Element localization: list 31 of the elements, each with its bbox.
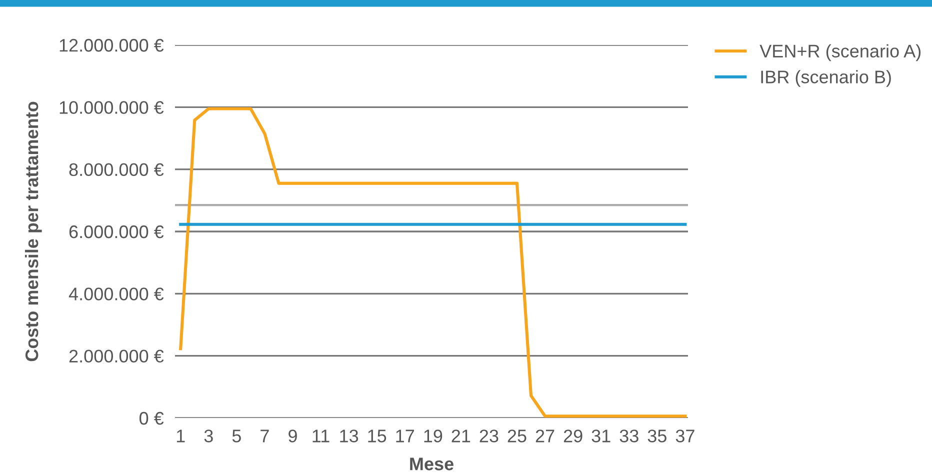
x-tick-label: 7	[260, 430, 269, 442]
x-tick-label: 35	[648, 430, 666, 442]
legend-label: VEN+R (scenario A)	[760, 44, 921, 62]
x-tick-label: 21	[452, 430, 470, 442]
x-tick-label: 33	[620, 430, 638, 442]
y-tick-label: 0 €	[139, 412, 164, 425]
x-tick-label: 29	[564, 430, 582, 442]
y-tick-label: 10.000.000 €	[60, 101, 164, 114]
x-tick-label: 11	[312, 430, 330, 442]
x-tick-label: 23	[480, 430, 498, 442]
x-axis-title: Mese	[410, 458, 454, 470]
x-tick-label: 13	[340, 430, 358, 442]
y-tick-label: 12.000.000 €	[60, 38, 164, 52]
x-tick-label: 17	[396, 430, 414, 442]
legend-label: IBR (scenario B)	[761, 70, 891, 87]
x-tick-label: 27	[536, 430, 554, 442]
x-tick-label: 25	[508, 430, 526, 442]
x-tick-label: 5	[232, 430, 241, 442]
y-tick-label: 8.000.000 €	[69, 163, 164, 176]
y-tick-label: 4.000.000 €	[68, 288, 164, 300]
y-tick-label: 6.000.000 €	[69, 225, 164, 238]
x-tick-label: 1	[176, 430, 185, 442]
x-tick-label: 37	[676, 430, 694, 442]
y-axis-title: Costo mensile per trattamento	[24, 102, 42, 362]
x-tick-label: 9	[288, 430, 297, 442]
x-tick-label: 19	[424, 430, 442, 442]
x-tick-label: 3	[204, 430, 213, 442]
y-tick-label: 2.000.000 €	[69, 350, 164, 363]
line-series	[179, 107, 687, 418]
x-tick-label: 31	[592, 430, 610, 442]
x-tick-label: 15	[368, 430, 386, 442]
